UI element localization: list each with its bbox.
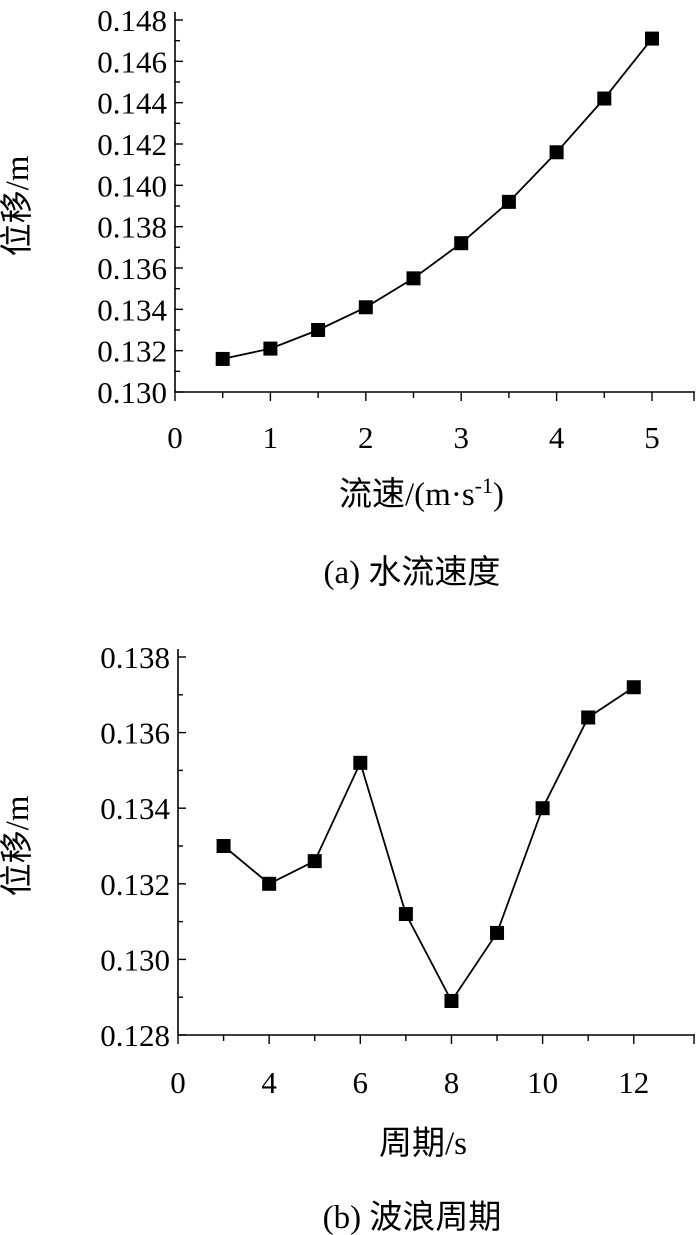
y-tick-label: 0.130 (100, 942, 170, 977)
data-point-marker (626, 680, 641, 695)
series-line (222, 38, 653, 360)
x-tick-label: 12 (618, 1065, 649, 1100)
x-tick-label: 5 (644, 420, 660, 455)
chart-b-wave-period: 0.128 0.130 0.132 0.134 0.136 0.138 0 4 6 8 10 12 周期… (0, 640, 695, 1235)
x-tick-label: 0 (170, 1065, 186, 1100)
x-tick-label: 3 (453, 420, 469, 455)
data-point-marker (311, 323, 326, 337)
data-point-marker (501, 194, 516, 209)
data-point-marker (581, 710, 596, 725)
x-tick-label: 1 (263, 420, 279, 455)
x-tick-label: 8 (444, 1065, 460, 1100)
x-axis-title: 流速/(m·s-1) (339, 473, 504, 513)
chart-caption: (b) 波浪周期 (323, 1199, 502, 1235)
x-tick-label: 10 (527, 1065, 558, 1100)
x-axis-title-main: 流速/(m·s (339, 476, 475, 513)
y-tick-label: 0.138 (100, 640, 170, 675)
x-tick-label: 2 (358, 420, 374, 455)
y-tick-label: 0.132 (100, 867, 170, 902)
data-point-marker (263, 341, 278, 356)
data-point-marker (216, 839, 231, 853)
y-tick-label: 0.144 (97, 86, 167, 121)
y-tick-label: 0.132 (97, 334, 167, 369)
y-tick-label: 0.136 (97, 251, 167, 286)
data-point-marker (262, 876, 277, 891)
y-tick-label: 0.134 (97, 292, 167, 327)
x-axis-title: 周期/s (379, 1126, 467, 1162)
x-tick-label: 0 (167, 420, 183, 455)
data-point-marker (444, 993, 459, 1008)
y-tick-label: 0.130 (97, 375, 167, 410)
data-point-marker (358, 300, 373, 315)
data-point-marker (490, 925, 505, 940)
y-tick-label: 0.148 (97, 3, 167, 38)
data-point-marker (406, 271, 421, 286)
x-axis-title-superscript: -1 (475, 473, 493, 498)
data-point-marker (454, 236, 469, 251)
data-point-marker (398, 907, 413, 922)
x-tick-label: 6 (353, 1065, 369, 1100)
data-point-marker (597, 91, 612, 106)
data-point-marker (353, 755, 368, 770)
data-point-marker (215, 351, 230, 366)
y-tick-label: 0.136 (100, 716, 170, 751)
chart-a-water-velocity: 0.130 0.132 0.134 0.136 0.138 0.140 0.142 0.144… (0, 3, 695, 591)
y-tick-label: 0.138 (97, 210, 167, 245)
chart-caption: (a) 水流速度 (324, 554, 501, 591)
data-point-marker (549, 145, 564, 160)
x-axis-title-main: 周期/s (379, 1126, 467, 1162)
x-tick-label: 4 (261, 1065, 277, 1100)
y-axis-title: 位移/m (0, 155, 36, 256)
data-point-marker (535, 801, 550, 816)
y-tick-label: 0.140 (97, 168, 167, 203)
data-point-marker (645, 31, 659, 46)
y-tick-label: 0.128 (100, 1018, 170, 1053)
y-tick-label: 0.146 (97, 44, 167, 79)
x-axis-title-suffix: ) (493, 477, 504, 513)
data-point-marker (307, 854, 322, 869)
y-axis-title: 位移/m (0, 795, 36, 896)
y-tick-label: 0.142 (97, 127, 167, 162)
y-tick-label: 0.134 (100, 791, 170, 826)
x-tick-label: 4 (549, 420, 565, 455)
series-line (223, 686, 635, 1003)
